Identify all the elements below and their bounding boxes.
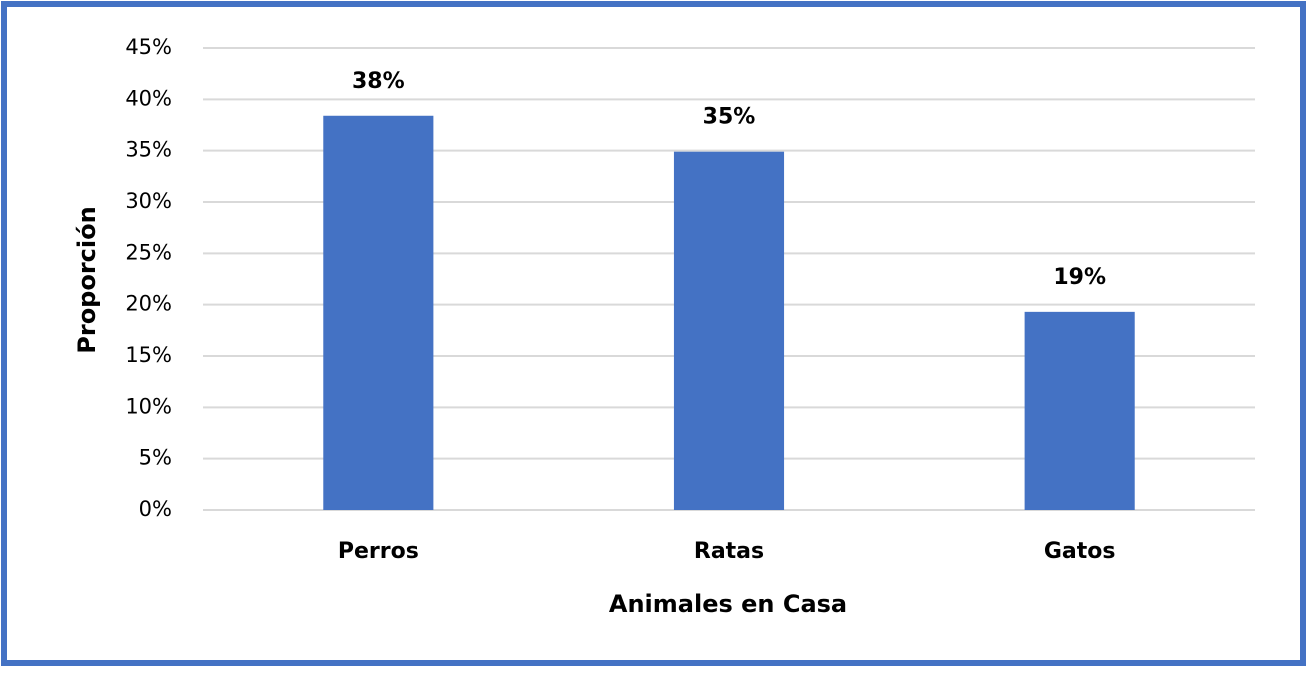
x-tick-label: Perros [338,539,419,564]
y-tick-label: 45% [125,35,172,59]
y-axis-title: Proporción [73,206,101,353]
bar [673,151,785,510]
data-label: 38% [352,69,405,94]
y-tick-label: 5% [139,446,172,470]
x-axis-title: Animales en Casa [609,590,847,618]
y-tick-label: 35% [125,138,172,162]
x-tick-label: Ratas [694,539,764,564]
y-tick-label: 15% [125,343,172,367]
data-label: 35% [703,105,756,130]
data-label: 19% [1053,265,1106,290]
y-tick-label: 0% [139,497,172,521]
bar [1024,311,1135,510]
y-tick-label: 25% [125,240,172,264]
y-tick-label: 10% [125,394,172,418]
bar [323,115,434,510]
y-tick-label: 30% [125,189,172,213]
y-tick-label: 20% [125,292,172,316]
x-tick-label: Gatos [1044,539,1116,564]
y-tick-label: 40% [125,86,172,110]
